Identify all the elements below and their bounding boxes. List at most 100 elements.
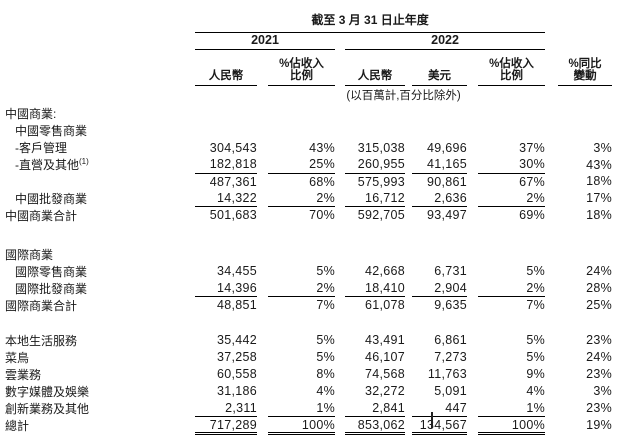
- cell-usd-2022: 2,636: [412, 189, 467, 207]
- cell-pct-2021: 43%: [309, 140, 335, 155]
- cell-pct-2022: 5%: [526, 333, 546, 347]
- cell-rmb-2022: 16,712: [345, 189, 405, 207]
- cell-rmb-2021: 717,289: [195, 416, 257, 435]
- table-row-grand-total: 總計 717,289 100% 853,062 134,567 100% 19%: [5, 416, 613, 435]
- row-label: 國際商業合計: [5, 298, 78, 313]
- cell-yoy: 17%: [586, 191, 613, 205]
- cell-rmb-2022: 42,668: [364, 264, 405, 278]
- cell-yoy: 28%: [586, 281, 613, 295]
- cell-yoy: 3%: [593, 140, 613, 155]
- text-cursor-icon: [431, 412, 433, 428]
- segment-revenue-table: 截至 3 月 31 日止年度 2021 2022 人民幣 %佔收入 比例 人民幣 …: [5, 6, 613, 435]
- cell-rmb-2021: 14,396: [195, 279, 257, 297]
- cell-pct-2022: 100%: [478, 416, 546, 435]
- cell-rmb-2021: 182,818: [195, 156, 257, 174]
- cell-pct-2022: 2%: [478, 279, 546, 297]
- table-row-customer-management: -客戶管理 304,543 43% 315,038 49,696 37% 3%: [5, 139, 612, 156]
- table-row-intl-commerce-total: 國際商業合計 48,851 7% 61,078 9,635 7% 25%: [5, 297, 612, 314]
- cell-pct-2022: 67%: [519, 174, 546, 189]
- footnote-marker: (1): [79, 157, 89, 166]
- cell-rmb-2021: 487,361: [209, 174, 257, 189]
- cell-pct-2022: 5%: [526, 350, 546, 364]
- cell-pct-2021: 7%: [316, 298, 335, 313]
- cell-pct-2022: 1%: [478, 399, 546, 417]
- cell-rmb-2021: 37,258: [216, 350, 257, 364]
- row-label: [5, 173, 195, 190]
- cell-pct-2021: 2%: [268, 279, 335, 297]
- cell-pct-2022: 30%: [478, 156, 546, 174]
- cell-yoy: 18%: [586, 174, 613, 189]
- row-label: 國際批發商業: [15, 281, 88, 296]
- cell-rmb-2022: 853,062: [345, 416, 405, 435]
- cell-usd-2022: 2,904: [412, 279, 467, 297]
- cell-yoy: 18%: [586, 208, 613, 222]
- cell-pct-2022: 37%: [519, 140, 546, 155]
- cell-pct-2021: 8%: [316, 367, 335, 381]
- row-label: 中國商業合計: [5, 208, 78, 223]
- cell-rmb-2021: 14,322: [195, 189, 257, 207]
- cell-yoy: 43%: [586, 157, 613, 172]
- cell-rmb-2021: 2,311: [195, 399, 257, 417]
- table-row-local-services: 本地生活服務 35,442 5% 43,491 6,861 5% 23%: [5, 332, 612, 349]
- cell-rmb-2021: 34,455: [216, 264, 257, 278]
- row-label: 菜鳥: [5, 350, 30, 365]
- cell-pct-2022: 2%: [478, 189, 546, 207]
- cell-pct-2021: 2%: [268, 189, 335, 207]
- year-2021: 2021: [195, 32, 335, 50]
- cell-usd-2022: 6,731: [434, 264, 467, 278]
- cell-yoy: 23%: [586, 401, 613, 415]
- cell-rmb-2021: 501,683: [209, 208, 257, 223]
- cell-rmb-2021: 304,543: [209, 140, 257, 155]
- table-body: 中國商業: 中國零售商業 -客戶管理 304,543 43% 315,038 4…: [5, 105, 613, 435]
- cell-pct-2022: 69%: [519, 208, 546, 223]
- row-label: 數字媒體及娛樂: [5, 384, 90, 399]
- section-spacer: [5, 224, 612, 246]
- col-pct-share-2021: %佔收入 比例: [268, 49, 335, 86]
- section-spacer: [5, 314, 612, 332]
- year-row: 2021 2022: [5, 32, 612, 50]
- cell-rmb-2022: 46,107: [364, 350, 405, 364]
- row-label: 中國商業:: [5, 107, 57, 121]
- cell-yoy: 19%: [586, 418, 613, 432]
- cell-pct-2021: 1%: [268, 399, 335, 417]
- period-title: 截至 3 月 31 日止年度: [195, 6, 546, 33]
- cell-usd-2022: 90,861: [426, 174, 467, 189]
- cell-yoy: 24%: [586, 350, 613, 364]
- row-label: 國際零售商業: [15, 264, 88, 279]
- table-header: 截至 3 月 31 日止年度 2021 2022 人民幣 %佔收入 比例 人民幣 …: [5, 6, 613, 105]
- cell-rmb-2022: 74,568: [364, 367, 405, 381]
- cell-pct-2021: 5%: [316, 264, 335, 278]
- cell-usd-2022: 41,165: [412, 156, 467, 174]
- cell-usd-2022: 5,091: [434, 384, 467, 398]
- cell-yoy: 25%: [586, 298, 613, 312]
- cell-pct-2021: 5%: [316, 350, 335, 364]
- table-row-intl-retail: 國際零售商業 34,455 5% 42,668 6,731 5% 24%: [5, 263, 612, 280]
- cell-rmb-2022: 575,993: [357, 174, 405, 189]
- cell-rmb-2022: 315,038: [357, 140, 405, 155]
- row-label: 國際商業: [5, 247, 54, 262]
- cell-rmb-2022: 18,410: [345, 279, 405, 297]
- cell-pct-2021: 4%: [316, 384, 335, 398]
- period-title-row: 截至 3 月 31 日止年度: [5, 6, 612, 33]
- cell-pct-2021: 68%: [309, 174, 335, 189]
- table-row-direct-sales-others: -直營及其他(1) 182,818 25% 260,955 41,165 30%…: [5, 156, 613, 174]
- cell-rmb-2022: 592,705: [357, 208, 405, 223]
- table-row-china-retail-subtotal: 487,361 68% 575,993 90,861 67% 18%: [5, 173, 612, 190]
- cell-pct-2021: 5%: [316, 333, 335, 347]
- row-label: -客戶管理: [15, 141, 67, 155]
- units-note: (以百萬計,百分比除外): [346, 90, 461, 103]
- cell-pct-2021: 70%: [309, 208, 335, 223]
- table-row-china-retail-heading: 中國零售商業: [5, 122, 612, 139]
- col-pct-share-2022: %佔收入 比例: [478, 49, 546, 86]
- cell-rmb-2022: 32,272: [364, 384, 405, 398]
- table-row-cloud: 雲業務 60,558 8% 74,568 11,763 9% 23%: [5, 366, 612, 383]
- cell-pct-2021: 25%: [268, 156, 335, 174]
- column-header-row: 人民幣 %佔收入 比例 人民幣 美元 %佔收入 比例 %同比 變動: [5, 49, 613, 86]
- cell-usd-2022: 93,497: [426, 208, 467, 223]
- cell-yoy: 3%: [593, 384, 613, 398]
- cell-rmb-2022: 43,491: [364, 333, 405, 347]
- cell-rmb-2022: 61,078: [364, 298, 405, 313]
- table-row-digital-media: 數字媒體及娛樂 31,186 4% 32,272 5,091 4% 3%: [5, 383, 612, 400]
- cell-rmb-2021: 60,558: [216, 367, 257, 381]
- col-usd-2022: 美元: [412, 49, 467, 86]
